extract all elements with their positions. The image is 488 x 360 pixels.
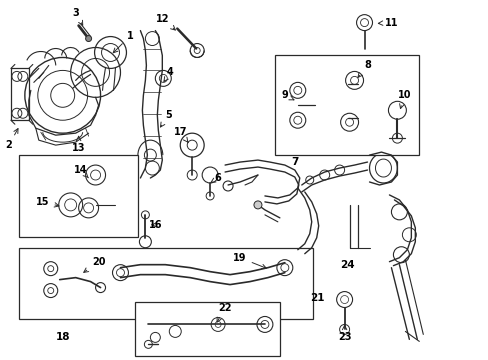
Text: 23: 23 — [337, 325, 351, 342]
Text: 7: 7 — [290, 157, 298, 167]
Text: 8: 8 — [357, 60, 370, 77]
Text: 21: 21 — [310, 293, 325, 302]
Circle shape — [253, 201, 262, 209]
Text: 6: 6 — [211, 173, 221, 183]
Text: 19: 19 — [233, 253, 266, 269]
Text: 24: 24 — [340, 260, 354, 270]
Bar — [19, 155, 138, 237]
Bar — [135, 302, 279, 356]
Text: 15: 15 — [36, 197, 59, 207]
Text: 13: 13 — [72, 136, 85, 153]
Bar — [274, 55, 419, 155]
Text: 17: 17 — [173, 127, 188, 142]
Text: 22: 22 — [217, 302, 231, 322]
Bar — [19, 248, 312, 319]
Text: 20: 20 — [83, 257, 105, 273]
Text: 9: 9 — [281, 90, 293, 100]
Text: 3: 3 — [72, 8, 82, 25]
Circle shape — [85, 36, 91, 41]
Text: 5: 5 — [160, 110, 171, 127]
Text: 1: 1 — [113, 31, 134, 53]
Text: 14: 14 — [74, 165, 88, 178]
Text: 4: 4 — [163, 67, 173, 81]
Text: 18: 18 — [55, 332, 70, 342]
Text: 16: 16 — [148, 220, 162, 230]
Text: 2: 2 — [5, 129, 18, 150]
Text: 11: 11 — [378, 18, 397, 28]
Text: 10: 10 — [397, 90, 410, 109]
Text: 12: 12 — [155, 14, 175, 30]
